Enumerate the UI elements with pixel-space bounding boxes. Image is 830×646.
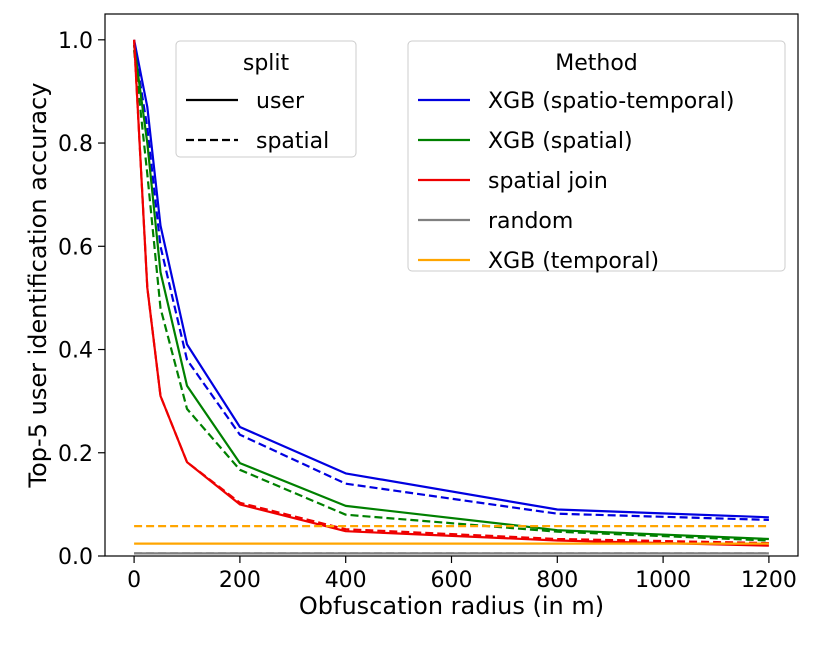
series-layer — [133, 39, 769, 555]
y-tick-label: 0.0 — [58, 545, 93, 570]
legend-entry-label: spatial — [256, 129, 329, 154]
series-line-xgb-spatio-temporal-user — [133, 39, 769, 519]
y-tick-label: 0.8 — [58, 132, 93, 157]
x-axis-label: Obfuscation radius (in m) — [299, 592, 604, 620]
legend-entry-label: random — [488, 209, 573, 234]
x-tick-label: 0 — [127, 568, 141, 593]
legend-method-box — [407, 40, 786, 272]
legend-split-title: split — [243, 51, 290, 76]
x-tick-label: 800 — [536, 568, 578, 593]
y-tick-label: 1.0 — [58, 29, 93, 54]
legend-entry-label: XGB (spatio-temporal) — [488, 89, 734, 114]
legend-entry-label: XGB (temporal) — [488, 249, 659, 274]
x-tick-label: 1000 — [635, 568, 691, 593]
legend-entry-label: user — [256, 89, 305, 114]
y-tick-label: 0.6 — [58, 235, 93, 260]
x-tick-label: 400 — [325, 568, 367, 593]
legend-layer: split user spatial Method XGB (spatio-tempor… — [175, 40, 786, 274]
y-tick-label: 0.2 — [58, 442, 93, 467]
x-tick-label: 600 — [431, 568, 473, 593]
series-line-spatial-join-spatial — [133, 39, 769, 545]
series-line-xgb-spatial-spatial — [133, 49, 769, 542]
legend-split-box — [175, 40, 357, 158]
axes-layer: 0 200 400 600 800 1000 1200 0.0 0.2 0.4 0.6 0.8 1.0 — [58, 13, 799, 593]
legend-entry-label: XGB (spatial) — [488, 129, 633, 154]
x-tick-label: 1200 — [741, 568, 797, 593]
series-line-xgb-spatio-temporal-spatial — [133, 44, 769, 521]
legend-entry-label: spatial join — [488, 169, 608, 194]
x-tick-label: 200 — [219, 568, 261, 593]
y-tick-label: 0.4 — [58, 339, 93, 364]
y-axis-label: Top-5 user identification accuracy — [24, 83, 52, 489]
legend-method-title: Method — [555, 51, 638, 76]
